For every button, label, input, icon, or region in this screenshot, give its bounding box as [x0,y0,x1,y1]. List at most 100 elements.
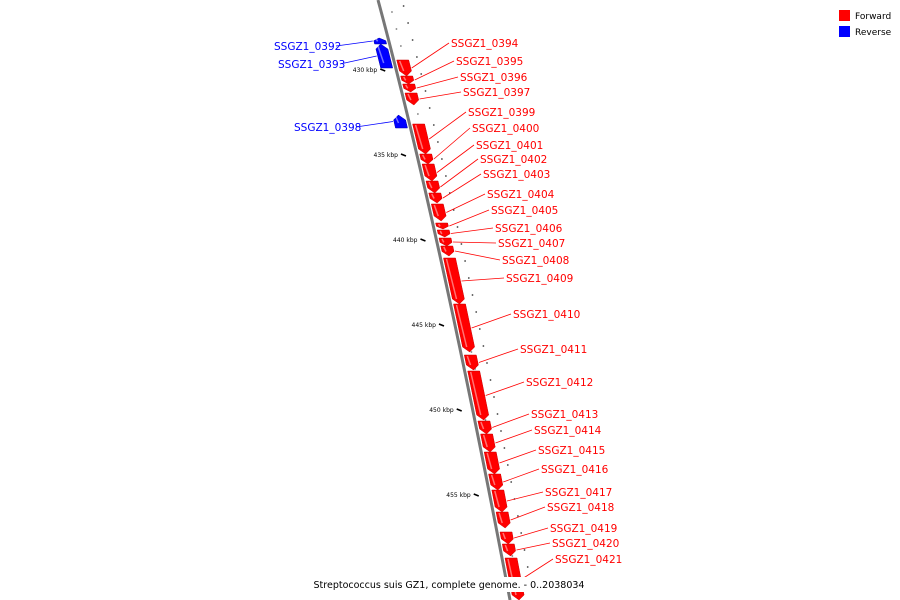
gene-feature[interactable] [412,123,431,155]
legend-forward-label: Forward [855,12,891,22]
minor-tick-dot [471,294,474,296]
gene-label[interactable]: SSGZ1_0401 [476,140,543,152]
gene-highlight [498,512,503,524]
gene-feature[interactable] [453,303,475,353]
gene-label[interactable]: SSGZ1_0418 [547,502,614,514]
label-leader-line [339,55,377,65]
gene-feature[interactable] [438,237,453,247]
gene-feature[interactable] [499,531,514,545]
gene-feature[interactable] [488,473,504,491]
ruler-label: 440 kbp [393,237,418,244]
gene-label[interactable]: SSGZ1_0410 [513,309,580,321]
gene-features [373,37,525,600]
gene-feature[interactable] [483,451,500,475]
label-leader-line [503,468,540,483]
gene-feature[interactable] [400,75,415,85]
gene-label[interactable]: SSGZ1_0405 [491,205,558,217]
gene-feature[interactable] [463,354,479,371]
gene-label[interactable]: SSGZ1_0402 [480,154,547,166]
label-leader-line [478,348,519,363]
gene-label[interactable]: SSGZ1_0419 [550,523,617,535]
gene-feature[interactable] [425,180,440,194]
ruler-tick [456,408,462,412]
legend: Forward Reverse [839,10,892,38]
gene-label[interactable]: SSGZ1_0406 [495,223,563,235]
gene-label[interactable]: SSGZ1_0421 [555,554,622,566]
gene-highlight [443,246,447,252]
ruler-label: 450 kbp [429,407,454,414]
gene-feature[interactable] [495,511,511,529]
gene-label[interactable]: SSGZ1_0400 [472,123,539,135]
gene-label[interactable]: SSGZ1_0411 [520,344,587,356]
label-leader-line [416,76,459,89]
gene-feature[interactable] [440,245,455,257]
minor-tick-dot [523,549,526,551]
minor-tick-dot [486,362,488,364]
gene-feature[interactable] [435,222,449,230]
gene-feature[interactable] [501,543,516,557]
gene-feature[interactable] [393,114,408,129]
label-leader-line [495,429,533,444]
gene-label[interactable]: SSGZ1_0407 [498,238,565,250]
gene-feature[interactable] [404,92,419,106]
gene-label[interactable]: SSGZ1_0409 [506,273,573,285]
gene-label[interactable]: SSGZ1_0404 [487,189,555,201]
ruler-tick [400,153,407,157]
gene-label[interactable]: SSGZ1_0408 [502,255,569,267]
gene-labels: SSGZ1_0392 SSGZ1_0393 SSGZ1_0394 SSGZ1_0395… [274,38,622,566]
gene-feature[interactable] [375,43,394,69]
gene-feature[interactable] [421,163,438,182]
gene-feature[interactable] [402,83,417,93]
gene-label[interactable]: SSGZ1_0413 [531,409,598,421]
gene-feature[interactable] [491,489,508,513]
gene-feature[interactable] [477,420,492,435]
minor-tick-dot [445,175,447,177]
label-leader-line [419,91,462,100]
gene-highlight [486,452,493,470]
gene-highlight [502,532,507,540]
minor-tick-dot [489,379,492,381]
gene-feature[interactable] [396,59,412,77]
gene-feature[interactable] [480,433,496,453]
gene-label[interactable]: SSGZ1_0412 [526,377,593,389]
gene-label[interactable]: SSGZ1_0403 [483,169,550,181]
gene-label[interactable]: SSGZ1_0416 [541,464,609,476]
gene-label[interactable]: SSGZ1_0395 [456,56,523,68]
gene-label[interactable]: SSGZ1_0394 [451,38,519,50]
minor-tick-dot [432,124,435,126]
gene-feature[interactable] [436,229,451,238]
gene-label[interactable]: SSGZ1_0397 [463,87,530,99]
minor-tick-dot [424,90,427,92]
gene-label[interactable]: SSGZ1_0417 [545,487,612,499]
minor-tick-dot [437,141,439,143]
label-leader-line [471,313,512,329]
ruler-tick [420,238,426,242]
minor-tick-dot [517,515,519,517]
gene-label[interactable]: SSGZ1_0396 [460,72,528,84]
minor-tick-dot [441,158,443,160]
gene-label[interactable]: SSGZ1_0415 [538,445,605,457]
gene-feature[interactable] [467,370,489,421]
gene-label[interactable]: SSGZ1_0420 [552,538,619,550]
gene-highlight [431,193,435,199]
label-leader-line [446,193,486,213]
minor-tick-dot [402,5,405,7]
gene-label[interactable]: SSGZ1_0392 [274,41,341,53]
gene-feature[interactable] [430,203,447,222]
gene-feature[interactable] [419,153,434,165]
gene-feature[interactable] [428,192,443,204]
legend-reverse-swatch [839,26,850,37]
caption-background [312,577,590,592]
gene-feature[interactable] [443,257,465,305]
minor-tick-dot [478,328,481,330]
gene-label[interactable]: SSGZ1_0399 [468,107,535,119]
gene-label[interactable]: SSGZ1_0414 [534,425,602,437]
gene-highlight [424,164,430,177]
gene-feature[interactable] [373,37,387,45]
label-leader-line [433,127,471,160]
label-leader-line [510,506,546,521]
label-leader-line [355,121,394,128]
gene-label[interactable]: SSGZ1_0393 [278,59,345,71]
gene-label[interactable]: SSGZ1_0398 [294,122,361,134]
ruler-label: 435 kbp [374,152,399,159]
